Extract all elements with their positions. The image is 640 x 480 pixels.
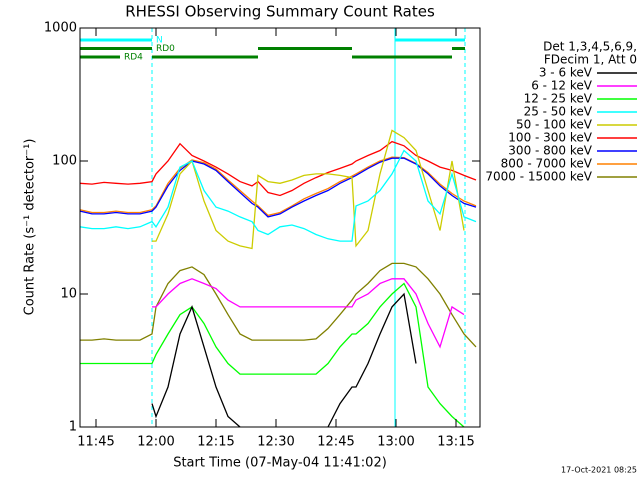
legend-label: 7000 - 15000 keV bbox=[485, 170, 592, 184]
y-tick-label: 1000 bbox=[44, 21, 77, 36]
x-tick-label: 11:45 bbox=[77, 435, 114, 450]
plot-frame bbox=[79, 27, 481, 428]
series-line bbox=[80, 262, 477, 348]
annotation-label: N bbox=[156, 36, 163, 46]
x-tick-label: 12:15 bbox=[197, 435, 234, 450]
chart-title: RHESSI Observing Summary Count Rates bbox=[125, 3, 435, 21]
legend-header: FDecim 1, Att 0 bbox=[544, 53, 637, 67]
series-line bbox=[79, 149, 477, 242]
footer: 17-Oct-2021 08:25 bbox=[561, 466, 637, 475]
annotation-label: RD0 bbox=[156, 44, 175, 54]
legend-label: 100 - 300 keV bbox=[508, 131, 592, 145]
legend-label: 800 - 7000 keV bbox=[501, 157, 593, 171]
x-axis-label: Start Time (07-May-04 11:41:02) bbox=[173, 456, 387, 471]
y-axis-label: Count Rate (s⁻¹ detector⁻¹) bbox=[23, 139, 38, 316]
x-tick-label: 12:45 bbox=[317, 435, 354, 450]
series-line bbox=[79, 156, 477, 217]
series-line bbox=[79, 157, 477, 218]
series-line bbox=[79, 140, 477, 197]
legend-label: 300 - 800 keV bbox=[508, 144, 592, 158]
x-tick-label: 12:30 bbox=[257, 435, 294, 450]
y-tick-label: 1 bbox=[69, 420, 77, 435]
y-tick-label: 10 bbox=[60, 287, 77, 302]
y-tick-label: 100 bbox=[52, 154, 77, 169]
x-tick-label: 13:15 bbox=[437, 435, 474, 450]
series-line bbox=[80, 282, 465, 428]
x-tick-label: 12:00 bbox=[137, 435, 174, 450]
legend-label: 50 - 100 keV bbox=[516, 118, 593, 132]
x-tick-label: 13:00 bbox=[377, 435, 414, 450]
series-line bbox=[152, 278, 465, 349]
legend-label: 3 - 6 keV bbox=[539, 66, 593, 80]
series-line bbox=[152, 129, 465, 250]
legend-label: 12 - 25 keV bbox=[524, 92, 593, 106]
series-line bbox=[151, 292, 417, 428]
legend-label: 25 - 50 keV bbox=[524, 105, 593, 119]
annotation-label: RD4 bbox=[124, 53, 143, 63]
legend-header: Det 1,3,4,5,6,9, bbox=[543, 40, 637, 54]
legend-label: 6 - 12 keV bbox=[531, 79, 593, 93]
